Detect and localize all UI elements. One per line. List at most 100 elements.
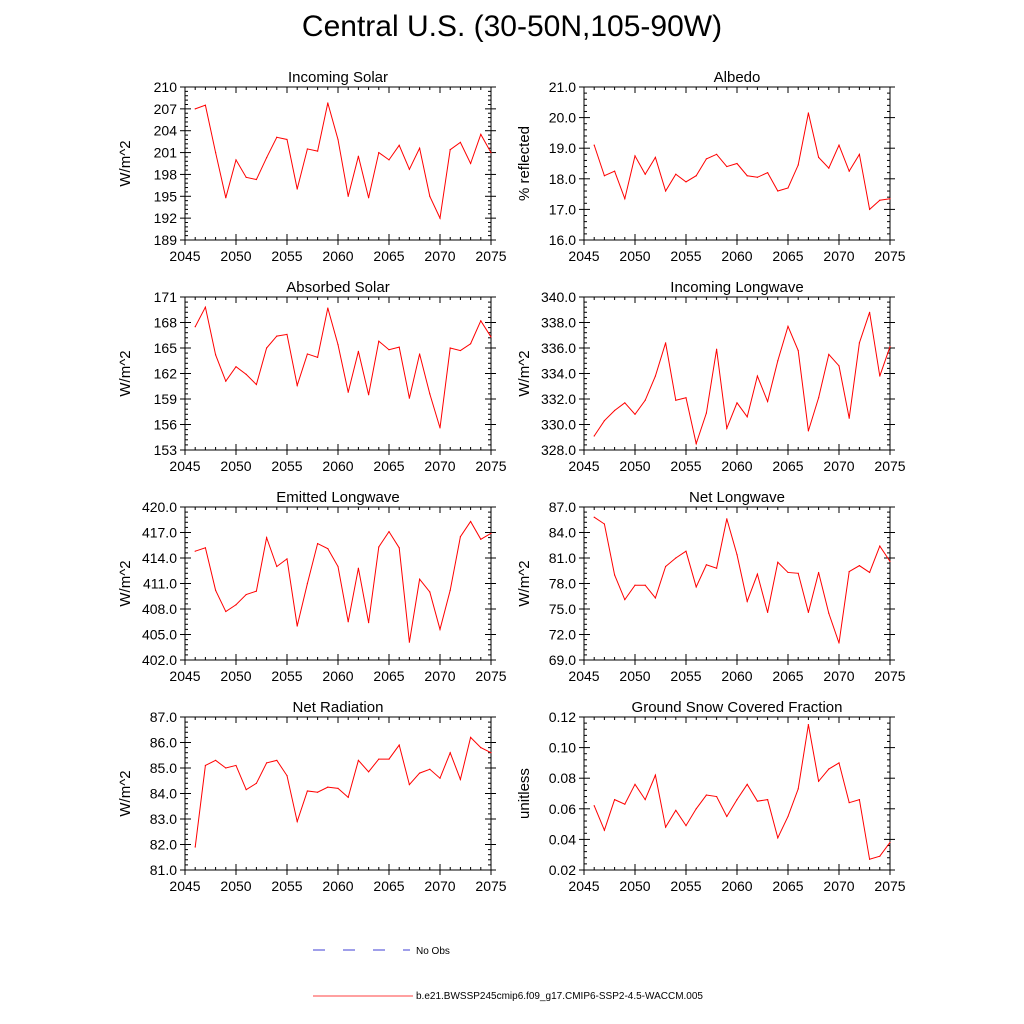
panel-title: Absorbed Solar bbox=[286, 279, 389, 296]
y-tick-label: 82.0 bbox=[150, 837, 177, 853]
data-point bbox=[736, 402, 738, 404]
data-point bbox=[480, 133, 482, 135]
data-point bbox=[408, 168, 410, 170]
x-tick-label: 2055 bbox=[271, 878, 302, 894]
data-point bbox=[716, 153, 718, 155]
data-point bbox=[388, 349, 390, 351]
data-point bbox=[848, 802, 850, 804]
x-tick-label: 2075 bbox=[874, 668, 905, 684]
panel-title: Net Radiation bbox=[293, 699, 384, 716]
data-point bbox=[429, 768, 431, 770]
data-point bbox=[807, 430, 810, 432]
y-tick-label: 18.0 bbox=[549, 171, 576, 187]
data-point bbox=[644, 799, 646, 801]
y-tick-label: 417.0 bbox=[142, 525, 177, 541]
data-point bbox=[665, 565, 667, 568]
data-point bbox=[266, 347, 268, 349]
data-point bbox=[225, 610, 227, 613]
y-tick-label: 0.10 bbox=[549, 740, 576, 756]
data-point bbox=[306, 790, 308, 792]
series-line bbox=[593, 724, 891, 860]
data-point bbox=[685, 825, 687, 827]
data-point bbox=[419, 578, 421, 580]
data-point bbox=[818, 397, 820, 399]
data-point bbox=[255, 782, 257, 784]
data-point bbox=[624, 803, 626, 805]
data-point bbox=[716, 795, 718, 798]
x-tick-label: 2055 bbox=[670, 458, 701, 474]
data-point bbox=[777, 837, 779, 839]
x-tick-label: 2055 bbox=[271, 248, 302, 264]
data-point bbox=[398, 547, 400, 549]
data-point bbox=[695, 175, 697, 177]
y-tick-label: 338.0 bbox=[541, 315, 576, 331]
y-tick-label: 19.0 bbox=[549, 140, 576, 156]
data-point bbox=[787, 325, 789, 327]
data-point bbox=[459, 141, 461, 143]
y-tick-label: 201 bbox=[154, 145, 178, 161]
data-point bbox=[665, 826, 667, 828]
data-point bbox=[828, 768, 830, 770]
y-tick-label: 334.0 bbox=[541, 366, 576, 382]
data-point bbox=[194, 550, 196, 552]
data-point bbox=[767, 799, 769, 801]
x-tick-label: 2055 bbox=[271, 458, 302, 474]
data-point bbox=[337, 138, 339, 141]
x-tick-label: 2070 bbox=[823, 668, 854, 684]
data-point bbox=[665, 190, 667, 192]
y-tick-label: 84.0 bbox=[549, 525, 576, 541]
data-point bbox=[286, 558, 288, 560]
plot-frame bbox=[184, 716, 492, 871]
data-point bbox=[276, 759, 278, 761]
data-point bbox=[194, 108, 196, 110]
data-point bbox=[818, 571, 820, 574]
y-tick-label: 168 bbox=[154, 315, 178, 331]
data-point bbox=[787, 571, 789, 574]
data-point bbox=[286, 775, 288, 777]
data-point bbox=[614, 574, 616, 576]
series-line bbox=[194, 736, 492, 848]
x-tick-label: 2050 bbox=[220, 878, 251, 894]
data-point bbox=[828, 167, 830, 169]
y-tick-label: 402.0 bbox=[142, 652, 177, 668]
y-tick-label: 0.12 bbox=[549, 709, 576, 725]
x-tick-label: 2060 bbox=[721, 668, 752, 684]
data-point bbox=[337, 344, 339, 346]
x-tick-label: 2075 bbox=[475, 878, 506, 894]
y-tick-label: 192 bbox=[154, 210, 178, 226]
data-point bbox=[449, 149, 451, 151]
x-tick-label: 2065 bbox=[373, 458, 404, 474]
data-point bbox=[624, 198, 626, 200]
data-point bbox=[266, 762, 268, 764]
y-tick-label: 16.0 bbox=[549, 232, 576, 248]
data-point bbox=[838, 642, 840, 644]
y-tick-label: 69.0 bbox=[549, 652, 576, 668]
data-point bbox=[286, 138, 288, 141]
panel-title: Incoming Solar bbox=[288, 69, 388, 86]
data-point bbox=[388, 159, 390, 161]
data-point bbox=[357, 155, 359, 157]
data-point bbox=[695, 808, 697, 810]
y-tick-label: 83.0 bbox=[150, 811, 177, 827]
data-point bbox=[675, 399, 677, 401]
x-tick-label: 2045 bbox=[568, 668, 599, 684]
y-tick-label: 340.0 bbox=[541, 289, 576, 305]
chart-panel-1: Incoming Solar 2045 2050 2055 2060 2065 2070 20… bbox=[117, 69, 507, 264]
data-point bbox=[480, 538, 482, 540]
data-point bbox=[838, 144, 840, 146]
data-point bbox=[235, 159, 237, 161]
data-point bbox=[777, 360, 779, 362]
x-tick-label: 2045 bbox=[169, 248, 200, 264]
data-point bbox=[879, 545, 881, 547]
y-tick-label: 189 bbox=[154, 232, 178, 248]
data-point bbox=[726, 427, 728, 429]
y-tick-label: 411.0 bbox=[143, 576, 177, 592]
data-point bbox=[449, 752, 451, 754]
y-axis-label: W/m^2 bbox=[117, 560, 134, 606]
x-tick-label: 2070 bbox=[424, 668, 455, 684]
x-tick-label: 2045 bbox=[568, 878, 599, 894]
data-point bbox=[603, 420, 606, 422]
data-point bbox=[705, 564, 708, 566]
chart-panel-5: Emitted Longwave 2045 2050 2055 2060 2065 2070… bbox=[117, 489, 507, 684]
